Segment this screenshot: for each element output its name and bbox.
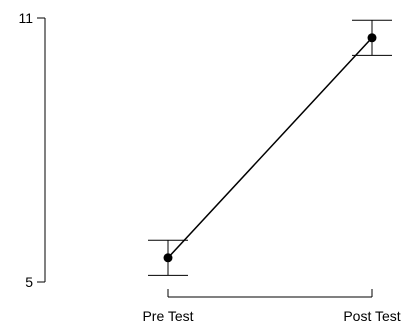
y-tick-label: 5 <box>25 274 33 290</box>
series-line <box>167 37 373 259</box>
x-axis: Pre Test Post Test <box>142 289 401 324</box>
plot-area <box>148 19 392 276</box>
x-tick-label: Post Test <box>343 308 400 324</box>
y-axis: 5 11 <box>18 10 46 290</box>
y-tick-label: 11 <box>18 10 33 26</box>
x-tick-label: Pre Test <box>142 308 193 324</box>
data-point <box>163 253 173 263</box>
data-point <box>367 33 377 43</box>
